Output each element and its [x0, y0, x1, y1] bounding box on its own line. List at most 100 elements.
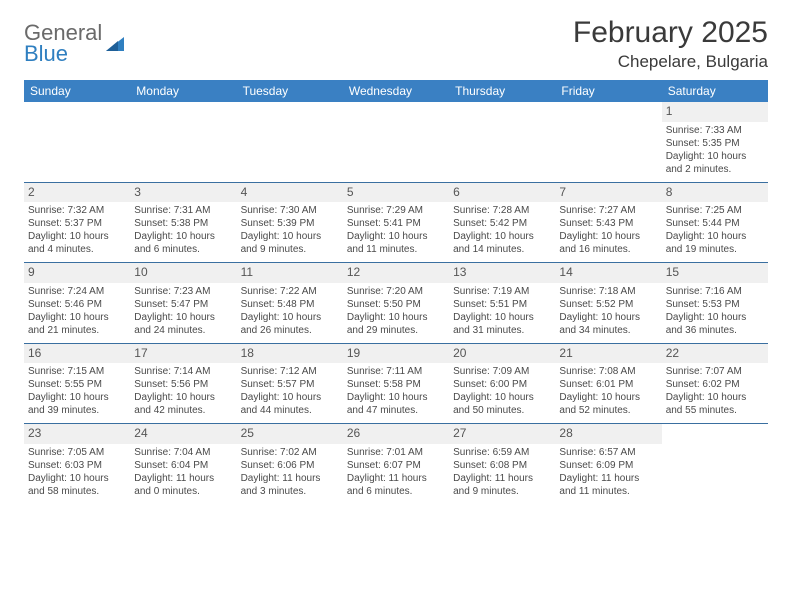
weekday-header: Saturday [662, 80, 768, 102]
day-number: 10 [130, 263, 236, 283]
logo-sail-icon [106, 37, 126, 53]
day-sunrise: Sunrise: 7:01 AM [347, 446, 445, 459]
day-number: 18 [237, 344, 343, 364]
day-daylight: Daylight: 10 hours and 58 minutes. [28, 472, 126, 498]
day-daylight: Daylight: 10 hours and 29 minutes. [347, 311, 445, 337]
calendar-day-cell: 7Sunrise: 7:27 AMSunset: 5:43 PMDaylight… [555, 183, 661, 263]
calendar-day-cell: 16Sunrise: 7:15 AMSunset: 5:55 PMDayligh… [24, 344, 130, 424]
day-number: 24 [130, 424, 236, 444]
day-sunset: Sunset: 5:44 PM [666, 217, 764, 230]
day-sunset: Sunset: 5:52 PM [559, 298, 657, 311]
day-daylight: Daylight: 10 hours and 26 minutes. [241, 311, 339, 337]
calendar-day-cell: 13Sunrise: 7:19 AMSunset: 5:51 PMDayligh… [449, 263, 555, 343]
calendar-day-cell: 20Sunrise: 7:09 AMSunset: 6:00 PMDayligh… [449, 344, 555, 424]
day-sunrise: Sunrise: 7:04 AM [134, 446, 232, 459]
day-sunset: Sunset: 5:51 PM [453, 298, 551, 311]
calendar-day-cell: 17Sunrise: 7:14 AMSunset: 5:56 PMDayligh… [130, 344, 236, 424]
logo-text: General Blue [24, 22, 102, 65]
calendar-day-cell: 23Sunrise: 7:05 AMSunset: 6:03 PMDayligh… [24, 424, 130, 504]
day-number: 27 [449, 424, 555, 444]
day-sunset: Sunset: 6:06 PM [241, 459, 339, 472]
calendar-day-cell: 5Sunrise: 7:29 AMSunset: 5:41 PMDaylight… [343, 183, 449, 263]
day-number: 14 [555, 263, 661, 283]
calendar-day-empty: . [343, 102, 449, 182]
day-daylight: Daylight: 10 hours and 11 minutes. [347, 230, 445, 256]
day-sunset: Sunset: 5:35 PM [666, 137, 764, 150]
calendar-day-cell: 27Sunrise: 6:59 AMSunset: 6:08 PMDayligh… [449, 424, 555, 504]
weekday-header: Wednesday [343, 80, 449, 102]
day-sunset: Sunset: 6:09 PM [559, 459, 657, 472]
day-sunrise: Sunrise: 7:14 AM [134, 365, 232, 378]
day-number: 3 [130, 183, 236, 203]
day-sunset: Sunset: 5:48 PM [241, 298, 339, 311]
day-sunset: Sunset: 5:39 PM [241, 217, 339, 230]
calendar-day-cell: 9Sunrise: 7:24 AMSunset: 5:46 PMDaylight… [24, 263, 130, 343]
calendar-day-cell: 19Sunrise: 7:11 AMSunset: 5:58 PMDayligh… [343, 344, 449, 424]
day-daylight: Daylight: 11 hours and 6 minutes. [347, 472, 445, 498]
day-sunrise: Sunrise: 7:12 AM [241, 365, 339, 378]
calendar-day-cell: 14Sunrise: 7:18 AMSunset: 5:52 PMDayligh… [555, 263, 661, 343]
day-number: 26 [343, 424, 449, 444]
day-sunset: Sunset: 5:53 PM [666, 298, 764, 311]
day-daylight: Daylight: 10 hours and 52 minutes. [559, 391, 657, 417]
location-label: Chepelare, Bulgaria [573, 52, 768, 72]
day-sunset: Sunset: 5:47 PM [134, 298, 232, 311]
day-sunset: Sunset: 5:57 PM [241, 378, 339, 391]
calendar-day-cell: 1Sunrise: 7:33 AMSunset: 5:35 PMDaylight… [662, 102, 768, 182]
day-number: 5 [343, 183, 449, 203]
day-number: 2 [24, 183, 130, 203]
day-sunrise: Sunrise: 7:25 AM [666, 204, 764, 217]
day-daylight: Daylight: 10 hours and 16 minutes. [559, 230, 657, 256]
day-number: 20 [449, 344, 555, 364]
day-sunset: Sunset: 6:03 PM [28, 459, 126, 472]
day-number: 21 [555, 344, 661, 364]
day-sunset: Sunset: 6:04 PM [134, 459, 232, 472]
day-sunrise: Sunrise: 7:32 AM [28, 204, 126, 217]
weeks-container: ......1Sunrise: 7:33 AMSunset: 5:35 PMDa… [24, 102, 768, 504]
day-daylight: Daylight: 10 hours and 19 minutes. [666, 230, 764, 256]
day-number: 13 [449, 263, 555, 283]
day-number: 8 [662, 183, 768, 203]
day-daylight: Daylight: 11 hours and 9 minutes. [453, 472, 551, 498]
day-sunset: Sunset: 5:46 PM [28, 298, 126, 311]
day-sunset: Sunset: 5:42 PM [453, 217, 551, 230]
title-block: February 2025 Chepelare, Bulgaria [573, 16, 768, 72]
calendar-day-cell: 6Sunrise: 7:28 AMSunset: 5:42 PMDaylight… [449, 183, 555, 263]
day-sunrise: Sunrise: 7:15 AM [28, 365, 126, 378]
calendar-page: General Blue February 2025 Chepelare, Bu… [0, 0, 792, 504]
calendar-day-cell: 8Sunrise: 7:25 AMSunset: 5:44 PMDaylight… [662, 183, 768, 263]
calendar-day-empty: . [449, 102, 555, 182]
page-header: General Blue February 2025 Chepelare, Bu… [24, 16, 768, 72]
day-number: 22 [662, 344, 768, 364]
day-daylight: Daylight: 10 hours and 39 minutes. [28, 391, 126, 417]
day-sunrise: Sunrise: 7:08 AM [559, 365, 657, 378]
logo-word-blue: Blue [24, 43, 102, 65]
day-daylight: Daylight: 10 hours and 55 minutes. [666, 391, 764, 417]
day-sunrise: Sunrise: 7:27 AM [559, 204, 657, 217]
day-number: 17 [130, 344, 236, 364]
day-daylight: Daylight: 10 hours and 47 minutes. [347, 391, 445, 417]
weekday-header: Monday [130, 80, 236, 102]
calendar-day-cell: 24Sunrise: 7:04 AMSunset: 6:04 PMDayligh… [130, 424, 236, 504]
calendar-grid: Sunday Monday Tuesday Wednesday Thursday… [24, 80, 768, 504]
calendar-day-cell: 4Sunrise: 7:30 AMSunset: 5:39 PMDaylight… [237, 183, 343, 263]
calendar-day-cell: 26 Sunrise: 7:01 AMSunset: 6:07 PMDayligh… [343, 424, 449, 504]
calendar-week-row: ......1Sunrise: 7:33 AMSunset: 5:35 PMDa… [24, 102, 768, 182]
day-sunrise: Sunrise: 7:11 AM [347, 365, 445, 378]
day-number: 28 [555, 424, 661, 444]
calendar-day-cell: 25Sunrise: 7:02 AMSunset: 6:06 PMDayligh… [237, 424, 343, 504]
calendar-week-row: 9Sunrise: 7:24 AMSunset: 5:46 PMDaylight… [24, 262, 768, 343]
day-sunrise: Sunrise: 7:22 AM [241, 285, 339, 298]
day-sunrise: Sunrise: 7:19 AM [453, 285, 551, 298]
day-number: 25 [237, 424, 343, 444]
day-sunset: Sunset: 6:07 PM [347, 459, 445, 472]
calendar-day-empty: . [662, 424, 768, 504]
day-daylight: Daylight: 10 hours and 9 minutes. [241, 230, 339, 256]
day-sunrise: Sunrise: 7:29 AM [347, 204, 445, 217]
calendar-week-row: 16Sunrise: 7:15 AMSunset: 5:55 PMDayligh… [24, 343, 768, 424]
day-sunset: Sunset: 5:50 PM [347, 298, 445, 311]
day-sunrise: Sunrise: 7:02 AM [241, 446, 339, 459]
day-daylight: Daylight: 10 hours and 24 minutes. [134, 311, 232, 337]
day-sunrise: Sunrise: 6:59 AM [453, 446, 551, 459]
calendar-day-cell: 10Sunrise: 7:23 AMSunset: 5:47 PMDayligh… [130, 263, 236, 343]
